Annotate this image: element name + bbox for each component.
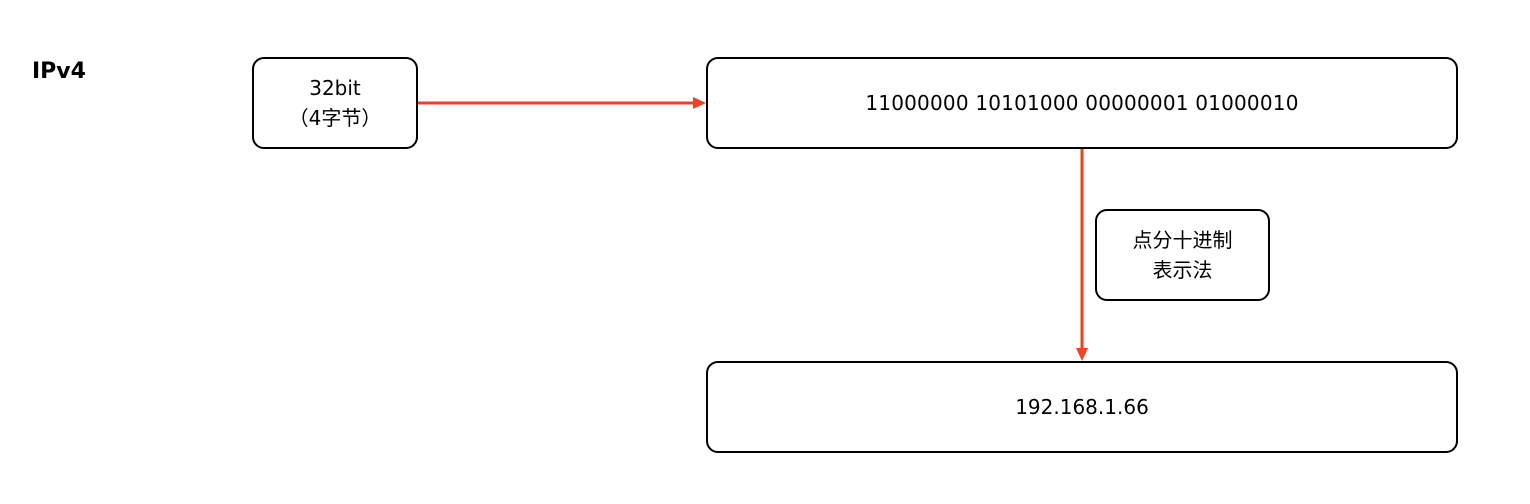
arrow-size-to-binary: [418, 97, 706, 109]
arrow-binary-to-decimal-head: [1076, 348, 1088, 361]
size-box: 32bit （4字节）: [252, 57, 418, 149]
arrow-size-to-binary-head: [693, 97, 706, 109]
notation-method-line1: 点分十进制: [1132, 228, 1233, 252]
binary-address-text: 11000000 10101000 00000001 01000010: [865, 91, 1299, 115]
decimal-address-box: 192.168.1.66: [706, 361, 1458, 453]
decimal-address-text: 192.168.1.66: [1015, 395, 1149, 419]
size-box-line1: 32bit: [309, 76, 361, 100]
notation-method-line2: 表示法: [1152, 258, 1213, 282]
size-box-line2: （4字节）: [288, 106, 382, 130]
arrow-binary-to-decimal: [1076, 149, 1088, 361]
binary-address-box: 11000000 10101000 00000001 01000010: [706, 57, 1458, 149]
diagram-title: IPv4: [32, 59, 86, 84]
notation-method-box: 点分十进制 表示法: [1095, 209, 1270, 301]
